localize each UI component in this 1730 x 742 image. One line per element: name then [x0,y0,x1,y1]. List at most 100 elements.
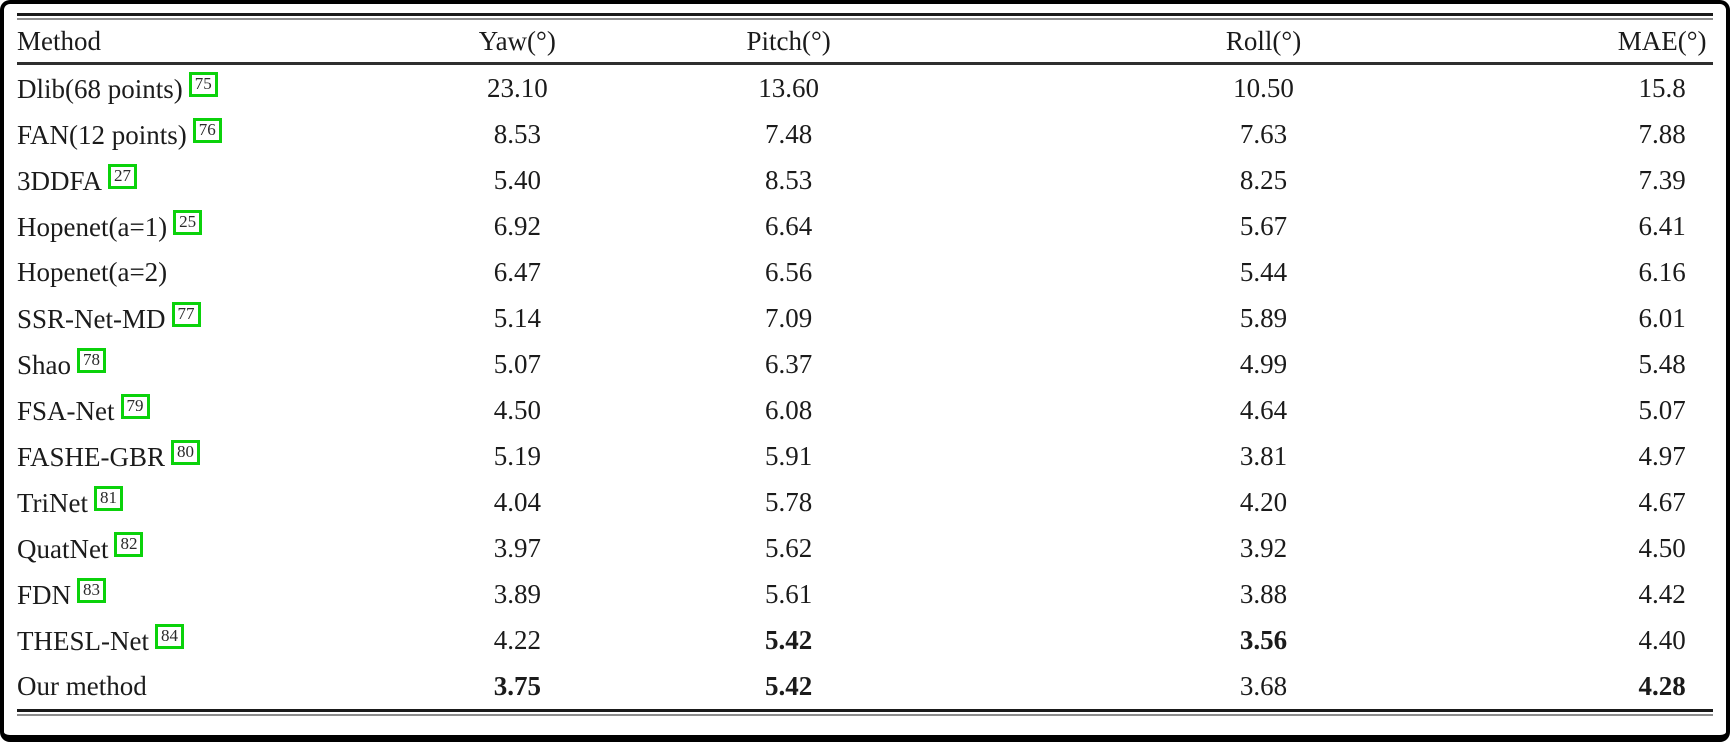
citation-ref-box[interactable]: 80 [171,439,201,465]
yaw-cell: 4.50 [493,394,541,425]
method-cell: FASHE-GBR 80 [17,433,373,479]
yaw-cell: 3.75 [493,670,541,701]
pitch-cell: 8.53 [765,164,813,195]
yaw-cell: 4.22 [493,624,541,655]
method-name: Hopenet(a=1) [17,211,168,242]
yaw-cell: 5.14 [493,302,541,333]
method-name: TriNet [17,487,89,518]
pitch-cell: 7.48 [765,118,813,149]
table-row: 3DDFA 27 5.40 8.53 8.25 7.39 [17,157,1713,203]
method-name: FSA-Net [17,395,115,426]
citation-ref-box[interactable]: 25 [173,209,203,235]
pitch-cell: 6.56 [765,256,813,287]
table-row: Hopenet(a=1) 25 6.92 6.64 5.67 6.41 [17,203,1713,249]
table-row: Shao 78 5.07 6.37 4.99 5.48 [17,341,1713,387]
mae-cell: 7.88 [1638,118,1686,149]
mae-cell: 4.28 [1638,670,1686,701]
pitch-cell: 6.64 [765,210,813,241]
method-cell: Our method [17,663,373,709]
citation-ref-box[interactable]: 79 [120,393,150,419]
yaw-cell: 23.10 [373,62,662,111]
pitch-cell: 5.78 [765,486,813,517]
method-cell: FSA-Net 79 [17,387,373,433]
table-row: FASHE-GBR 80 5.19 5.91 3.81 4.97 [17,433,1713,479]
method-cell: THESL-Net 84 [17,617,373,663]
pitch-cell: 7.09 [765,302,813,333]
roll-cell: 3.92 [1239,532,1288,563]
column-header-method: Method [17,20,374,65]
table-row: FDN 83 3.89 5.61 3.88 4.42 [17,571,1713,617]
roll-cell: 7.63 [1239,118,1288,149]
pitch-cell: 13.60 [661,62,916,111]
table-row: Our method 3.75 5.42 3.68 4.28 [17,663,1713,709]
roll-cell: 5.89 [1239,302,1288,333]
method-cell: 3DDFA 27 [17,157,373,203]
mae-cell: 7.39 [1638,164,1686,195]
table-top-rule [17,13,1713,20]
yaw-cell: 4.04 [493,486,541,517]
column-header-roll: Roll(°) [915,20,1612,65]
table-row: FAN(12 points) 76 8.53 7.48 7.63 7.88 [17,111,1713,157]
mae-cell: 5.07 [1638,394,1686,425]
method-cell: FAN(12 points) 76 [17,111,373,157]
pitch-cell: 6.37 [765,348,813,379]
mae-cell: 4.40 [1638,624,1686,655]
roll-cell: 3.56 [1239,624,1288,655]
mae-cell: 4.97 [1638,440,1686,471]
table-row: Dlib(68 points) 75 23.10 13.60 10.50 15.8 [17,62,1713,111]
citation-ref-box[interactable]: 82 [114,531,144,557]
mae-cell: 6.01 [1638,302,1686,333]
pitch-cell: 5.62 [765,532,813,563]
pitch-cell: 5.42 [765,670,813,701]
yaw-cell: 3.97 [493,532,541,563]
method-name: Dlib(68 points) [17,73,183,104]
method-cell: Hopenet(a=1) 25 [17,203,373,249]
citation-ref-box[interactable]: 27 [108,163,138,189]
method-cell: FDN 83 [17,571,373,617]
method-cell: TriNet 81 [17,479,373,525]
roll-cell: 5.44 [1239,256,1288,287]
column-header-yaw: Yaw(°) [373,20,662,65]
method-name: Our method [17,670,147,701]
citation-ref-box[interactable]: 81 [94,485,124,511]
method-name: QuatNet [17,533,109,564]
citation-ref-box[interactable]: 83 [77,577,107,603]
yaw-cell: 6.92 [493,210,541,241]
table-row: THESL-Net 84 4.22 5.42 3.56 4.40 [17,617,1713,663]
roll-cell: 10.50 [915,62,1612,111]
mae-cell: 5.48 [1638,348,1686,379]
pitch-cell: 6.08 [765,394,813,425]
method-name: FDN [17,579,72,610]
mae-cell: 4.50 [1638,532,1686,563]
method-cell: Dlib(68 points) 75 [17,62,374,111]
yaw-cell: 8.53 [493,118,541,149]
method-name: SSR-Net-MD [17,303,166,334]
mae-cell: 4.67 [1638,486,1686,517]
method-cell: QuatNet 82 [17,525,373,571]
roll-cell: 3.88 [1239,578,1288,609]
method-cell: Shao 78 [17,341,373,387]
table-row: Hopenet(a=2) 6.47 6.56 5.44 6.16 [17,249,1713,295]
method-cell: Hopenet(a=2) [17,249,373,295]
pitch-cell: 5.91 [765,440,813,471]
yaw-cell: 3.89 [493,578,541,609]
citation-ref-box[interactable]: 76 [192,117,222,143]
table-row: SSR-Net-MD 77 5.14 7.09 5.89 6.01 [17,295,1713,341]
mae-cell: 6.16 [1638,256,1686,287]
table-header: Method Yaw(°) Pitch(°) Roll(°) MAE(°) [17,20,1713,65]
roll-cell: 4.64 [1239,394,1288,425]
citation-ref-box[interactable]: 78 [77,347,106,373]
header-row: Method Yaw(°) Pitch(°) Roll(°) MAE(°) [17,20,1713,65]
roll-cell: 4.99 [1239,348,1288,379]
roll-cell: 8.25 [1239,164,1288,195]
table-row: FSA-Net 79 4.50 6.08 4.64 5.07 [17,387,1713,433]
method-name: 3DDFA [17,165,103,196]
citation-ref-box[interactable]: 77 [171,301,201,327]
method-name: FAN(12 points) [17,119,187,150]
mae-cell: 15.8 [1611,62,1713,111]
table-bottom-rule [17,709,1713,716]
citation-ref-box[interactable]: 84 [154,623,184,649]
column-header-pitch: Pitch(°) [661,20,916,65]
citation-ref-box[interactable]: 75 [188,71,218,97]
